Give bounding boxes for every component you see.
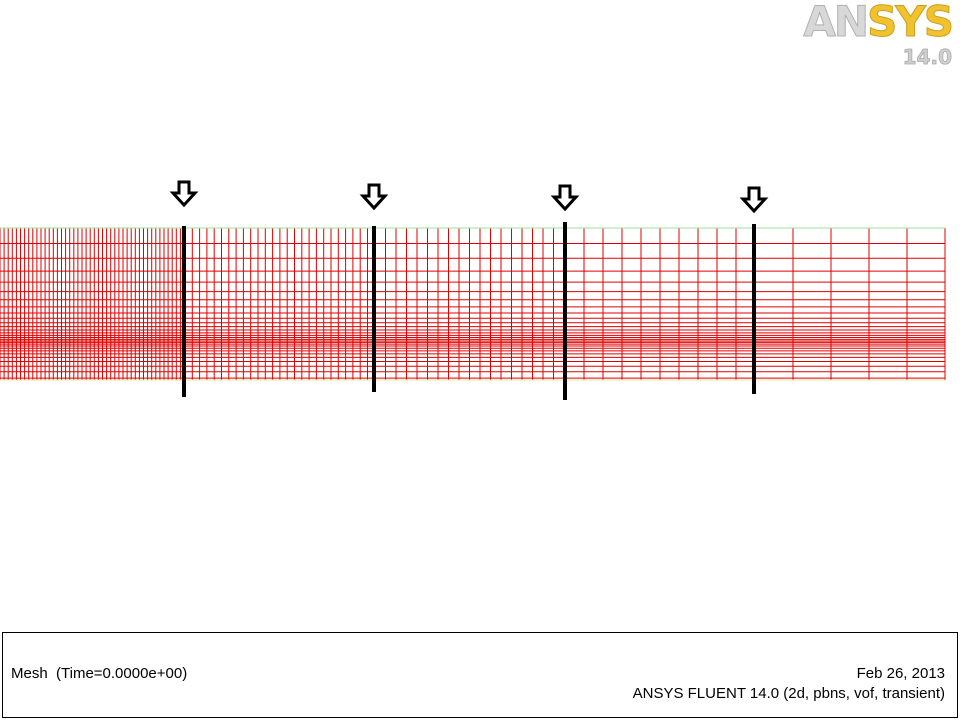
footer-date: Feb 26, 2013 xyxy=(857,665,945,682)
section-arrow xyxy=(359,183,389,211)
footer-title: Mesh (Time=0.0000e+00) xyxy=(11,665,187,682)
section-markers xyxy=(169,180,769,400)
footer-box xyxy=(2,632,958,718)
footer-product: ANSYS FLUENT 14.0 (2d, pbns, vof, transi… xyxy=(633,685,945,702)
logo-version: 14.0 xyxy=(903,45,952,69)
ansys-logo: ANSYS xyxy=(803,0,952,46)
logo-suffix: SYS xyxy=(867,0,952,46)
logo-prefix: AN xyxy=(803,0,867,46)
section-arrow xyxy=(550,184,580,212)
mesh xyxy=(0,227,946,381)
section-arrow xyxy=(739,186,769,214)
section-arrow xyxy=(169,180,199,208)
mesh-lines xyxy=(0,227,946,381)
